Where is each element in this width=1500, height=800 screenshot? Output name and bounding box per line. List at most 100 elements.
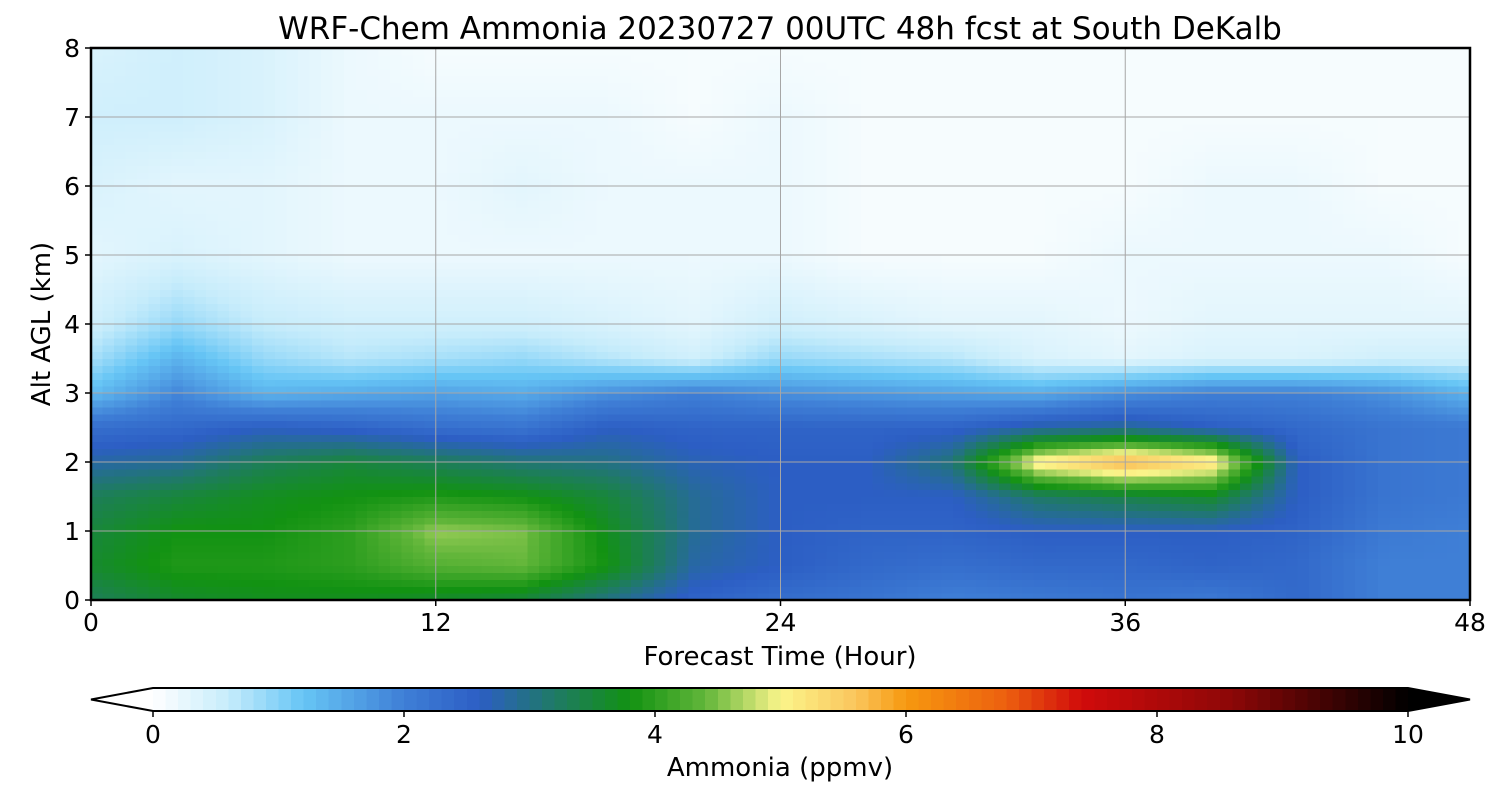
heatmap-cell [700,427,713,435]
heatmap-cell [263,420,276,429]
heatmap-cell [1217,420,1230,429]
heatmap-cell [481,344,494,353]
heatmap-cell [1010,496,1023,504]
heatmap-cell [906,565,919,573]
heatmap-cell [1102,531,1115,539]
heatmap-cell [562,551,575,560]
heatmap-cell [711,586,724,594]
heatmap-cell [1435,572,1448,580]
heatmap-cell [182,434,196,442]
heatmap-cell [1389,496,1402,504]
heatmap-cell [286,455,299,463]
heatmap-cell [631,524,644,532]
heatmap-cell [251,468,264,477]
heatmap-cell [1194,558,1207,567]
heatmap-cell [1010,468,1023,477]
heatmap-cell [1079,448,1092,456]
heatmap-cell [1263,517,1276,525]
heatmap-cell [1435,351,1448,360]
heatmap-cell [780,531,793,539]
heatmap-cell [1056,317,1069,325]
heatmap-cell [849,358,862,366]
heatmap-cell [1286,551,1299,560]
heatmap-cell [1021,551,1034,560]
heatmap-cell [125,586,138,594]
heatmap-cell [1401,544,1414,553]
heatmap-cell [849,344,862,353]
heatmap-cell [654,524,667,532]
heatmap-cell [516,586,529,594]
heatmap-cell [125,524,138,532]
heatmap-cell [849,593,862,601]
heatmap-cell [1056,462,1069,470]
heatmap-cell [1056,558,1069,567]
heatmap-cell [975,365,988,373]
heatmap-cell [1079,489,1092,498]
heatmap-cell [274,310,287,318]
heatmap-cell [401,455,414,463]
heatmap-cell [596,406,609,415]
heatmap-cell [837,413,851,422]
heatmap-cell [182,503,196,511]
heatmap-cell [228,448,241,456]
heatmap-cell [929,386,942,394]
heatmap-cell [975,317,988,325]
heatmap-cell [366,427,379,435]
heatmap-cell [998,517,1011,525]
heatmap-cell [562,537,575,546]
heatmap-cell [205,462,219,470]
heatmap-cell [1447,434,1460,442]
heatmap-cell [883,358,897,366]
heatmap-cell [263,393,276,401]
heatmap-cell [263,365,276,373]
heatmap-cell [665,344,678,353]
heatmap-cell [136,558,150,567]
heatmap-cell [274,379,287,387]
heatmap-cell [435,565,448,573]
heatmap-cell [562,524,575,532]
heatmap-cell [1217,462,1230,470]
heatmap-cell [1113,593,1126,601]
heatmap-cell [1102,317,1115,325]
heatmap-cell [665,503,678,511]
heatmap-cell [987,406,1000,415]
heatmap-cell [309,455,322,463]
heatmap-cell [1332,462,1345,470]
heatmap-cell [803,593,816,601]
heatmap-cell [631,489,644,498]
heatmap-cell [860,503,874,511]
heatmap-cell [1320,317,1333,325]
heatmap-cell [769,558,782,567]
heatmap-cell [424,330,437,339]
heatmap-cell [228,524,241,532]
heatmap-cell [1251,317,1264,325]
heatmap-cell [872,372,885,380]
heatmap-cell [458,399,471,408]
heatmap-cell [1309,593,1322,601]
heatmap-cell [734,462,747,470]
heatmap-cell [700,572,713,580]
heatmap-cell [504,462,517,470]
heatmap-cell [723,482,736,491]
heatmap-cell [987,586,1000,594]
heatmap-cell [1435,324,1448,332]
heatmap-cell [1010,517,1023,525]
heatmap-cell [470,496,483,504]
heatmap-cell [998,386,1011,394]
heatmap-cell [746,399,759,408]
heatmap-cell [769,330,782,339]
heatmap-cell [860,593,874,601]
heatmap-cell [1171,372,1184,380]
heatmap-cell [596,399,609,408]
heatmap-cell [849,351,862,360]
heatmap-cell [481,434,494,442]
heatmap-cell [136,351,150,360]
heatmap-cell [263,475,276,484]
heatmap-cell [757,399,770,408]
heatmap-cell [1217,482,1230,491]
heatmap-cell [1366,399,1379,408]
heatmap-cell [136,489,150,498]
heatmap-cell [447,386,460,394]
heatmap-cell [1102,434,1115,442]
heatmap-cell [1102,448,1115,456]
